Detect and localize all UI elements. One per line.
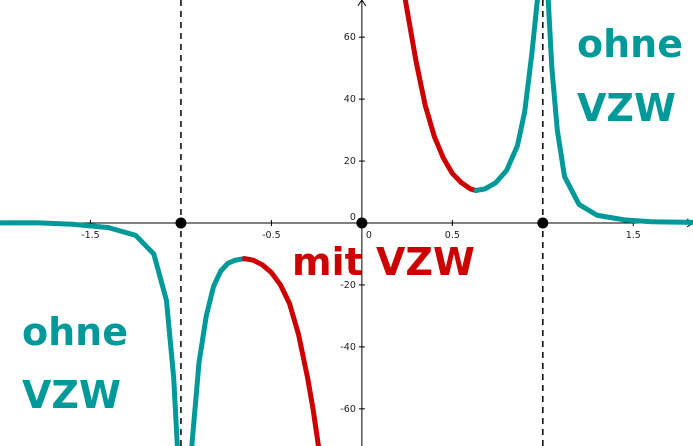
y-tick-label: 0 xyxy=(350,212,356,223)
annotations: ohne VZW mit VZW ohne VZW xyxy=(22,22,683,417)
curve-segment xyxy=(402,0,479,193)
x-tick-label: 1.5 xyxy=(626,230,641,241)
y-tick-label: -20 xyxy=(340,280,356,291)
marked-points xyxy=(175,217,549,229)
annotation-label: mit VZW xyxy=(292,240,475,284)
y-tick-label: 40 xyxy=(344,94,356,105)
axis-point xyxy=(175,217,187,229)
x-tick-label: -0.5 xyxy=(262,230,281,241)
curve-segment xyxy=(0,220,180,446)
y-tick-label: -40 xyxy=(340,342,356,353)
y-tick-label: 60 xyxy=(344,32,356,43)
x-tick-label: -1.5 xyxy=(81,230,100,241)
y-tick-label: -60 xyxy=(340,404,356,415)
x-tick-label: 0.5 xyxy=(445,230,460,241)
x-tick-label: 0 xyxy=(366,230,372,241)
curve-segment xyxy=(189,256,247,446)
y-axis-arrow xyxy=(357,0,367,7)
curve-segment xyxy=(545,0,693,225)
axis-point xyxy=(537,217,549,229)
curve-segment xyxy=(241,256,321,446)
annotation-label: VZW xyxy=(577,86,676,130)
annotation-label: ohne xyxy=(577,22,683,66)
axis-point xyxy=(356,217,368,229)
y-tick-label: 20 xyxy=(344,156,356,167)
curve-segment xyxy=(473,0,540,193)
annotation-label: VZW xyxy=(22,373,121,417)
annotation-label: ohne xyxy=(22,310,128,354)
